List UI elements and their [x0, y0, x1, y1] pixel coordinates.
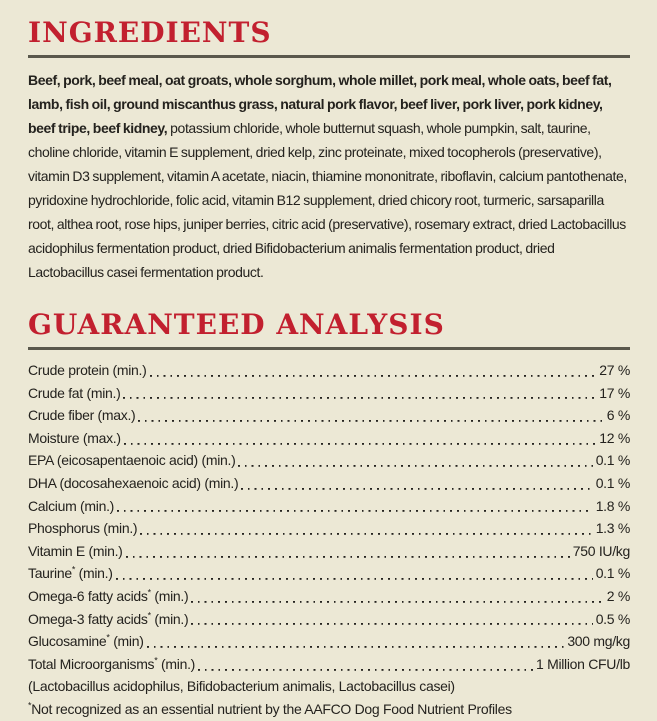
- nutrient-name: Phosphorus (min.): [28, 520, 138, 537]
- footnote-marker: *: [154, 655, 158, 666]
- analysis-row: Omega-6 fatty acids* (min.) 2 %: [28, 584, 631, 608]
- dotted-leader: [191, 584, 604, 608]
- analysis-row: DHA (docosahexaenoic acid) (min.) 0.1 %: [28, 471, 631, 495]
- analysis-row: Crude fat (min.) 17 %: [28, 381, 630, 405]
- nutrient-name: Moisture (max.): [28, 429, 121, 446]
- nutrient-value: 1.3 %: [595, 520, 631, 537]
- nutrient-value: 300 mg/kg: [567, 633, 630, 650]
- analysis-row: EPA (eicosapentaenoic acid) (min.) 0.1 %: [28, 449, 630, 472]
- guaranteed-analysis-section: GUARANTEED ANALYSIS Crude protein (min.)…: [28, 308, 630, 721]
- footnote-marker: *: [106, 632, 110, 643]
- dotted-leader: [238, 449, 593, 472]
- ingredients-title: INGREDIENTS: [28, 16, 272, 49]
- dotted-leader: [115, 562, 593, 585]
- guaranteed-analysis-table: Crude protein (min.) 27 % Crude fat (min.)…: [28, 359, 631, 676]
- dotted-leader: [125, 539, 570, 563]
- nutrient-value: 2 %: [606, 587, 631, 604]
- nutrient-name: Crude protein (min.): [28, 362, 147, 378]
- dotted-leader: [140, 517, 593, 540]
- dotted-leader: [191, 607, 593, 631]
- analysis-row: Crude protein (min.) 27 %: [28, 359, 630, 382]
- nutrient-value: 1 Million CFU/lb: [536, 655, 630, 672]
- nutrient-value: 0.1 %: [595, 565, 631, 582]
- nutrient-name: Crude fat (min.): [28, 384, 121, 401]
- ingredients-section: INGREDIENTS Beef, pork, beef meal, oat g…: [28, 16, 630, 284]
- nutrient-name: EPA (eicosapentaenoic acid) (min.): [28, 452, 236, 469]
- analysis-row: Total Microorganisms* (min.) 1 Million CF…: [28, 652, 630, 676]
- nutrient-name: Omega-3 fatty acids* (min.): [28, 609, 189, 627]
- nutrient-name: Omega-6 fatty acids* (min.): [28, 587, 189, 604]
- analysis-row: Glucosamine* (min) 300 mg/kg: [28, 630, 630, 653]
- dotted-leader: [123, 381, 597, 405]
- dotted-leader: [138, 404, 604, 427]
- nutrient-value: 750 IU/kg: [572, 542, 631, 559]
- footnote-text: Not recognized as an essential nutrient …: [31, 700, 512, 717]
- footnote-marker: *: [71, 564, 76, 575]
- analysis-row: Taurine* (min.) 0.1 %: [28, 562, 630, 585]
- microorganisms-detail: (Lactobacillus acidophilus, Bifidobacter…: [28, 678, 455, 695]
- nutrient-value: 12 %: [599, 429, 630, 446]
- ingredients-text-secondary: potassium chloride, whole butternut squa…: [28, 120, 627, 280]
- nutrient-value: 0.1 %: [595, 474, 631, 491]
- analysis-row: Vitamin E (min.) 750 IU/kg: [28, 539, 631, 563]
- dotted-leader: [146, 630, 565, 653]
- footnote-marker: *: [147, 609, 152, 620]
- ingredients-text: Beef, pork, beef meal, oat groats, whole…: [28, 68, 630, 284]
- nutrient-name: Calcium (min.): [28, 497, 115, 514]
- ingredients-divider-rule: [28, 55, 630, 58]
- analysis-row: Calcium (min.) 1.8 %: [28, 494, 631, 518]
- nutrient-name: Taurine* (min.): [28, 564, 113, 582]
- analysis-row: Crude fiber (max.) 6 %: [28, 404, 630, 427]
- nutrient-name: Crude fiber (max.): [28, 407, 136, 424]
- nutrient-name: Total Microorganisms* (min.): [28, 655, 196, 672]
- dotted-leader: [149, 359, 597, 382]
- nutrient-name: Vitamin E (min.): [28, 542, 123, 559]
- nutrient-value: 0.5 %: [595, 610, 631, 627]
- nutrient-value: 27 %: [599, 362, 630, 378]
- nutrient-value: 17 %: [599, 384, 630, 401]
- nutrient-name: Glucosamine* (min): [28, 632, 144, 650]
- nutrient-value: 6 %: [606, 407, 631, 424]
- dotted-leader: [117, 494, 593, 518]
- footnote-marker: *: [147, 587, 152, 598]
- dotted-leader: [123, 426, 597, 450]
- ingredients-text-primary: Beef, pork, beef meal, oat groats, whole…: [28, 72, 612, 136]
- nutrient-value: 0.1 %: [595, 452, 631, 469]
- analysis-row: Phosphorus (min.) 1.3 %: [28, 517, 630, 540]
- analysis-row: Moisture (max.) 12 %: [28, 426, 630, 450]
- dotted-leader: [198, 652, 533, 676]
- nutrient-name: DHA (docosahexaenoic acid) (min.): [28, 474, 239, 491]
- dotted-leader: [241, 471, 593, 495]
- guaranteed-analysis-divider-rule: [28, 347, 630, 350]
- footnote: *Not recognized as an essential nutrient…: [28, 698, 630, 721]
- nutrient-value: 1.8 %: [595, 497, 631, 514]
- analysis-row: Omega-3 fatty acids* (min.) 0.5 %: [28, 607, 631, 631]
- guaranteed-analysis-title: GUARANTEED ANALYSIS: [28, 308, 445, 341]
